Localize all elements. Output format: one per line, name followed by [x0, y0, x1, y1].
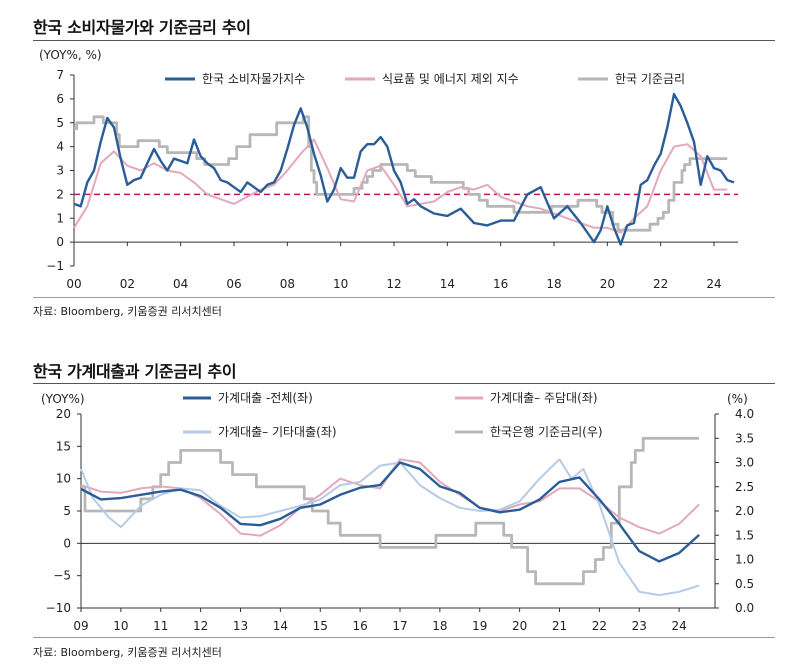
- household-loan-chart: (YOY%) (%) −10 −5 0 5 10 15 20 0.0 0.5 1.0 1.5 2.0 2…: [41, 391, 754, 633]
- cpi-rate-chart-panel: 한국 소비자물가와 기준금리 추이 (YOY%, %) −1 0 1 2 3 4 5 6 7 00…: [0, 0, 800, 333]
- x-tick-label: 06: [226, 277, 241, 291]
- x-tick-label: 20: [600, 277, 615, 291]
- household-loan-chart-panel: 한국 가계대출과 기준금리 추이 (YOY%) (%) −10 −5 0 5 10 15 2…: [0, 348, 800, 667]
- x-tick-label: 19: [472, 619, 487, 633]
- x-tick-label: 17: [392, 619, 407, 633]
- x-tick-label: 12: [386, 277, 401, 291]
- series-line-bok-rate: [81, 436, 700, 586]
- y-tick-label: 5: [63, 504, 71, 518]
- legend-label: 가계대출 -전체(좌): [218, 391, 313, 405]
- source-note: 자료: Bloomberg, 키움증권 리서치센터: [33, 305, 222, 318]
- y-tick-label: 15: [56, 439, 71, 453]
- legend-label: 식료품 및 에너지 제외 지수: [382, 72, 519, 86]
- y-right-tick-label: 0.0: [735, 601, 754, 615]
- y-right-tick-label: 3.0: [735, 456, 754, 470]
- x-tick-label: 24: [671, 619, 686, 633]
- y-tick-label: 5: [56, 116, 64, 130]
- y-right-tick-label: 4.0: [735, 407, 754, 421]
- y-unit-label-right: (%): [727, 392, 748, 406]
- legend-label: 한국 기준금리: [615, 72, 685, 86]
- legend-label: 가계대출– 기타대출(좌): [218, 425, 337, 439]
- x-tick-label: 09: [73, 619, 88, 633]
- y-right-tick-label: 1.5: [735, 528, 754, 542]
- legend-label: 가계대출– 주담대(좌): [490, 391, 598, 405]
- x-tick-label: 12: [193, 619, 208, 633]
- x-tick-label: 10: [113, 619, 128, 633]
- y-right-tick-label: 2.5: [735, 480, 754, 494]
- x-tick-label: 14: [273, 619, 288, 633]
- x-tick-label: 18: [546, 277, 561, 291]
- y-tick-label: 20: [56, 407, 71, 421]
- y-tick-label: 3: [56, 164, 64, 178]
- y-tick-label: 2: [56, 187, 64, 201]
- series-line-cpi: [73, 92, 735, 246]
- chart-title: 한국 가계대출과 기준금리 추이: [33, 362, 237, 381]
- x-tick-label: 22: [592, 619, 607, 633]
- x-tick-label: 22: [653, 277, 668, 291]
- y-tick-label: 4: [56, 140, 64, 154]
- series-line-core-cpi: [73, 138, 728, 234]
- y-right-tick-label: 2.0: [735, 504, 754, 518]
- x-tick-label: 23: [632, 619, 647, 633]
- y-tick-label: 10: [56, 472, 71, 486]
- x-tick-label: 18: [432, 619, 447, 633]
- legend-label: 한국은행 기준금리(우): [490, 424, 603, 439]
- x-tick-label: 13: [233, 619, 248, 633]
- y-tick-label: 7: [56, 68, 64, 82]
- series-line-other-loans: [80, 458, 700, 597]
- y-right-tick-label: 1.0: [735, 553, 754, 567]
- series-line-base-rate: [74, 115, 728, 232]
- x-tick-label: 21: [552, 619, 567, 633]
- x-tick-label: 15: [313, 619, 328, 633]
- legend-label: 한국 소비자물가지수: [202, 72, 305, 86]
- title-rule: [33, 383, 775, 384]
- x-tick-label: 14: [440, 277, 455, 291]
- y-unit-label-left: (YOY%): [41, 392, 85, 406]
- chart-title: 한국 소비자물가와 기준금리 추이: [33, 18, 251, 37]
- x-tick-label: 04: [173, 277, 188, 291]
- x-tick-label: 16: [493, 277, 508, 291]
- y-tick-label: 0: [63, 536, 71, 550]
- x-tick-label: 24: [706, 277, 721, 291]
- x-tick-label: 11: [153, 619, 168, 633]
- title-rule: [33, 40, 775, 41]
- x-tick-label: 16: [352, 619, 367, 633]
- source-rule: [33, 297, 775, 298]
- x-tick-label: 08: [280, 277, 295, 291]
- y-tick-label: −1: [46, 259, 64, 273]
- y-tick-label: −10: [46, 601, 71, 615]
- source-note: 자료: Bloomberg, 키움증권 리서치센터: [33, 646, 222, 659]
- x-tick-label: 02: [120, 277, 135, 291]
- x-tick-label: 20: [512, 619, 527, 633]
- series-line-total-loans: [80, 461, 700, 563]
- y-tick-label: −5: [53, 569, 71, 583]
- x-tick-label: 10: [333, 277, 348, 291]
- y-right-tick-label: 0.5: [735, 577, 754, 591]
- y-tick-label: 0: [56, 235, 64, 249]
- y-tick-label: 6: [56, 92, 64, 106]
- y-right-tick-label: 3.5: [735, 431, 754, 445]
- y-tick-label: 1: [56, 211, 64, 225]
- source-rule: [33, 637, 775, 638]
- y-unit-label: (YOY%, %): [39, 48, 102, 62]
- x-tick-label: 00: [66, 277, 81, 291]
